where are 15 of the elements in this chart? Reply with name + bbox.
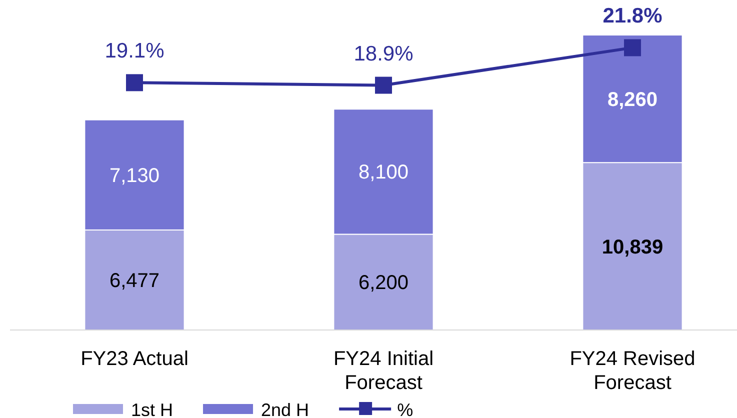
data-label: 10,839 [602,236,664,258]
data-label: 6,477 [109,270,160,292]
legend-label: 2nd H [261,400,310,418]
legend-label: % [397,400,414,418]
data-label: 8,260 [607,88,658,111]
data-label: 8,100 [358,162,409,184]
data-label: 6,200 [358,272,409,294]
data-label: 18.9% [354,42,414,66]
legend-label: 1st H [131,400,174,418]
x-tick-label: FY24 Initial Forecast [333,348,434,394]
x-tick-label: FY23 Actual [80,348,188,370]
data-label: 21.8% [602,4,663,28]
data-label: 19.1% [104,40,164,63]
data-label: 7,130 [109,164,160,187]
x-tick-label: FY24 Revised Forecast [570,348,696,394]
